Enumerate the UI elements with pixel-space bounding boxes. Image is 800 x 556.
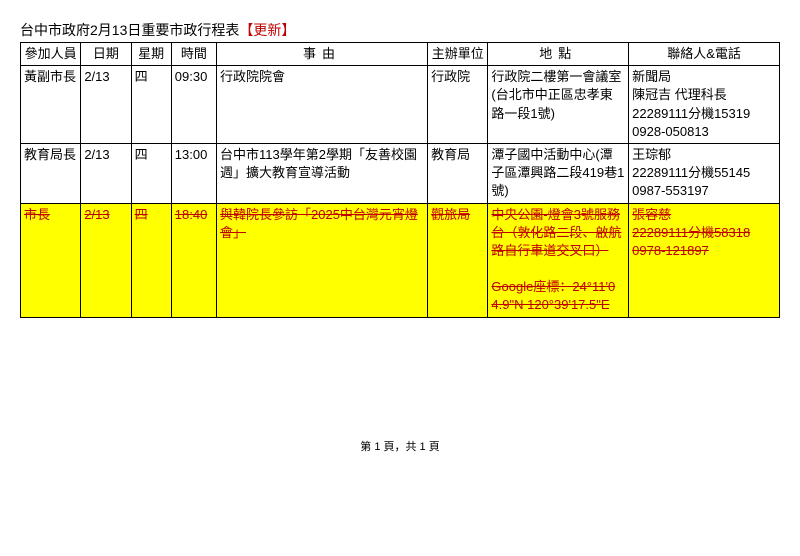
cell-date: 2/13 <box>81 203 131 317</box>
cell-place: 潭子國中活動中心(潭子區潭興路二段419巷1號) <box>488 143 629 203</box>
page-footer: 第 1 頁，共 1 頁 <box>20 438 780 454</box>
cell-day: 四 <box>131 203 171 317</box>
cell-time: 09:30 <box>171 66 216 144</box>
cell-contact: 新聞局陳冠吉 代理科長22289111分機153190928-050813 <box>629 66 780 144</box>
title-update: 【更新】 <box>239 22 295 38</box>
cell-place: 行政院二樓第一會議室(台北市中正區忠孝東路一段1號) <box>488 66 629 144</box>
cell-date: 2/13 <box>81 143 131 203</box>
cell-place: 中央公園-燈會3號服務台（敦化路二段、啟航路自行車道交叉口）Google座標：2… <box>488 203 629 317</box>
th-person: 參加人員 <box>21 43 81 66</box>
title-main: 台中市政府2月13日重要市政行程表 <box>20 22 239 38</box>
cell-day: 四 <box>131 66 171 144</box>
cell-org: 觀旅局 <box>428 203 488 317</box>
table-row: 黃副市長2/13四09:30行政院院會行政院行政院二樓第一會議室(台北市中正區忠… <box>21 66 780 144</box>
header-row: 參加人員 日期 星期 時間 事由 主辦單位 地點 聯絡人&電話 <box>21 43 780 66</box>
cell-contact: 王琮郁22289111分機551450987-553197 <box>629 143 780 203</box>
cell-contact: 張容慈22289111分機583180978-121897 <box>629 203 780 317</box>
cell-time: 18:40 <box>171 203 216 317</box>
table-body: 黃副市長2/13四09:30行政院院會行政院行政院二樓第一會議室(台北市中正區忠… <box>21 66 780 317</box>
page-title: 台中市政府2月13日重要市政行程表【更新】 <box>20 20 780 40</box>
th-time: 時間 <box>171 43 216 66</box>
cell-date: 2/13 <box>81 66 131 144</box>
table-row: 教育局長2/13四13:00台中市113學年第2學期「友善校園週」擴大教育宣導活… <box>21 143 780 203</box>
cell-event: 與韓院長參訪「2025中台灣元宵燈會」 <box>217 203 428 317</box>
cell-person: 市長 <box>21 203 81 317</box>
table-row: 市長2/13四18:40與韓院長參訪「2025中台灣元宵燈會」觀旅局中央公園-燈… <box>21 203 780 317</box>
cell-event: 台中市113學年第2學期「友善校園週」擴大教育宣導活動 <box>217 143 428 203</box>
cell-person: 黃副市長 <box>21 66 81 144</box>
th-org: 主辦單位 <box>428 43 488 66</box>
cell-day: 四 <box>131 143 171 203</box>
cell-org: 行政院 <box>428 66 488 144</box>
cell-org: 教育局 <box>428 143 488 203</box>
schedule-table: 參加人員 日期 星期 時間 事由 主辦單位 地點 聯絡人&電話 黃副市長2/13… <box>20 42 780 318</box>
cell-person: 教育局長 <box>21 143 81 203</box>
th-day: 星期 <box>131 43 171 66</box>
th-date: 日期 <box>81 43 131 66</box>
th-event: 事由 <box>217 43 428 66</box>
cell-time: 13:00 <box>171 143 216 203</box>
th-contact: 聯絡人&電話 <box>629 43 780 66</box>
th-place: 地點 <box>488 43 629 66</box>
cell-event: 行政院院會 <box>217 66 428 144</box>
